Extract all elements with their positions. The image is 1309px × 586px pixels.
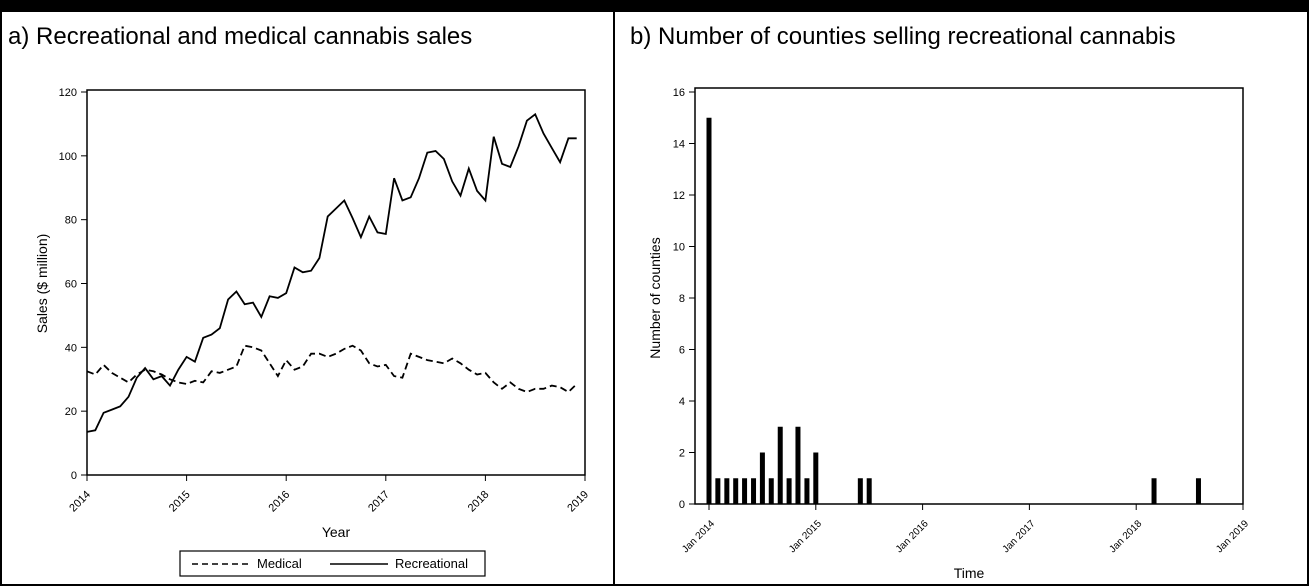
y-tick-label-b: 12 <box>673 190 685 202</box>
y-tick-label-b: 4 <box>679 396 685 408</box>
bar <box>751 478 757 504</box>
x-tick-label-b: Jan 2014 <box>680 518 717 555</box>
bar <box>715 478 721 504</box>
bar <box>813 452 819 504</box>
plot-frame-b <box>694 87 1244 505</box>
y-tick-label-b: 10 <box>673 242 685 254</box>
bar <box>777 426 783 504</box>
bar <box>1195 478 1201 504</box>
x-tick-label-b: Jan 2015 <box>787 518 824 555</box>
bar <box>804 478 810 504</box>
panel-b: b) Number of counties selling recreation… <box>613 10 1309 586</box>
y-tick-label-b: 8 <box>679 293 685 305</box>
x-tick-label-b: Jan 2016 <box>894 518 931 555</box>
bar <box>857 478 863 504</box>
y-tick-label-a: 100 <box>59 151 77 163</box>
x-tick-label-b: Jan 2017 <box>1001 518 1038 555</box>
bar <box>759 452 765 504</box>
chart-b-svg: 0 2 4 6 8 10 12 14 16 Jan 2014 Jan 2015 Jan 2016 Jan… <box>647 87 1251 581</box>
y-tick-label-a: 120 <box>59 87 77 99</box>
bar <box>724 478 730 504</box>
x-tick-label-a: 2017 <box>366 489 392 515</box>
series-line-medical <box>86 344 578 394</box>
panel-b-title: b) Number of counties selling recreation… <box>630 23 1176 50</box>
y-axis-label-b: Number of counties <box>647 237 663 358</box>
chart-a-svg: 0 20 40 60 80 100 120 2014 2015 2016 2017 2018 2019 Y… <box>34 87 591 577</box>
y-tick-label-b: 0 <box>679 499 685 511</box>
y-tick-label-a: 20 <box>65 406 77 418</box>
y-tick-label-b: 16 <box>673 87 685 99</box>
legend-label-recreational: Recreational <box>395 556 468 571</box>
x-tick-label-a: 2014 <box>67 489 93 515</box>
bar <box>866 478 872 504</box>
x-tick-label-b: Jan 2019 <box>1214 518 1251 555</box>
y-tick-label-a: 60 <box>65 279 77 291</box>
x-tick-label-a: 2015 <box>167 489 193 515</box>
x-axis-label-b: Time <box>954 565 985 581</box>
y-tick-label-b: 2 <box>679 448 685 460</box>
series-line-recreational <box>86 112 577 433</box>
y-tick-label-b: 6 <box>679 345 685 357</box>
x-tick-label-a: 2018 <box>466 489 492 515</box>
x-tick-label-a: 2019 <box>565 489 591 515</box>
top-border-strip <box>0 0 1309 10</box>
bar <box>795 426 801 504</box>
bar <box>706 117 712 504</box>
bar <box>768 478 774 504</box>
bar <box>733 478 739 504</box>
plot-frame-a <box>86 89 586 476</box>
y-axis-label-a: Sales ($ million) <box>34 234 50 334</box>
y-tick-label-a: 40 <box>65 342 77 354</box>
bar <box>786 478 792 504</box>
panel-a-title: a) Recreational and medical cannabis sal… <box>8 23 473 50</box>
x-tick-label-a: 2016 <box>267 489 293 515</box>
panel-a: a) Recreational and medical cannabis sal… <box>0 10 615 586</box>
legend-label-medical: Medical <box>257 556 302 571</box>
x-tick-label-b: Jan 2018 <box>1107 518 1144 555</box>
x-axis-label-a: Year <box>322 524 351 540</box>
bar <box>1151 478 1157 504</box>
y-tick-label-a: 0 <box>71 470 77 482</box>
y-tick-label-a: 80 <box>65 215 77 227</box>
bar <box>742 478 748 504</box>
y-tick-label-b: 14 <box>673 139 685 151</box>
